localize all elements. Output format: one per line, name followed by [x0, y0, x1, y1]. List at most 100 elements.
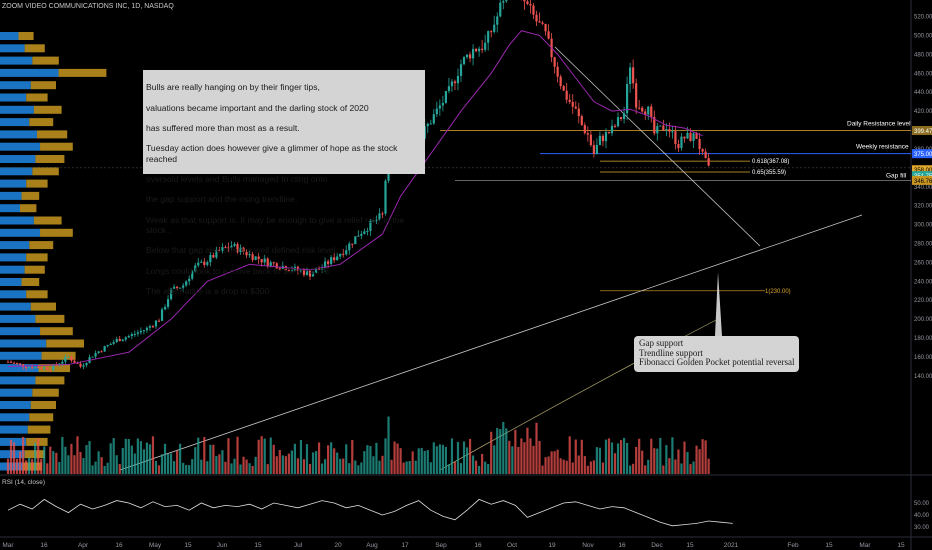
volume-bar [662, 465, 665, 474]
time-tick-label: 16 [474, 542, 482, 549]
volume-bar [233, 458, 236, 474]
price-tag-weekly-resistance: 375.00 [914, 152, 932, 158]
volume-profile-bar [40, 327, 73, 336]
candle-body [435, 108, 438, 115]
candle-body [151, 326, 155, 328]
time-tick-label: Sep [435, 542, 447, 549]
candle-body [689, 132, 692, 141]
candle-body [447, 86, 451, 92]
volume-bar [251, 465, 254, 474]
candle-body [535, 14, 538, 22]
volume-bar [450, 438, 454, 474]
volume-profile-bar [0, 44, 25, 53]
candle-body [363, 231, 366, 234]
candle-body [577, 108, 580, 117]
volume-bar [25, 460, 28, 474]
candle-body [505, 0, 508, 2]
candle-body [384, 180, 387, 214]
volume-bar [64, 446, 67, 474]
candle-body [28, 367, 31, 369]
candle-body [680, 136, 683, 149]
volume-profile-bar [0, 302, 31, 311]
volume-bar [15, 458, 19, 474]
volume-bar [589, 461, 592, 474]
volume-bar [453, 461, 457, 474]
candle-body [559, 76, 562, 87]
volume-bar [6, 458, 10, 474]
time-tick-label: 15 [825, 542, 833, 549]
volume-bar [28, 457, 31, 474]
time-tick-label: 20 [334, 542, 342, 549]
volume-bar [613, 453, 617, 474]
volume-bar [686, 452, 689, 474]
price-tick-label: 260.00 [914, 260, 932, 266]
fib-curve [439, 317, 721, 471]
candle-body [629, 67, 632, 84]
volume-bar [698, 449, 701, 474]
volume-bar [37, 438, 40, 474]
candle-body [339, 253, 342, 257]
candle-body [302, 270, 306, 275]
candle-body [638, 107, 641, 109]
candle-body [336, 256, 339, 261]
time-tick-label: 19 [548, 542, 556, 549]
volume-bar [266, 464, 269, 474]
candle-body [487, 31, 490, 43]
time-tick-label: 16 [40, 542, 48, 549]
time-tick-label: 15 [897, 542, 905, 549]
candle-body [562, 86, 565, 91]
volume-bar [369, 446, 372, 474]
volume-bar [260, 436, 263, 474]
candle-body [484, 42, 487, 50]
volume-bar [568, 436, 571, 474]
candle-body [635, 83, 638, 108]
candle-body [76, 362, 79, 364]
candle-body [330, 257, 333, 264]
candle-body [40, 368, 43, 370]
volume-profile-bar [32, 388, 59, 397]
candle-body [145, 327, 149, 331]
rsi-tick-label: 50.00 [914, 501, 930, 507]
volume-bar [224, 461, 227, 474]
volume-bar [514, 429, 517, 474]
volume-profile-bar [0, 155, 36, 163]
rsi-tick-label: 40.00 [914, 513, 930, 519]
volume-profile-bar [0, 118, 30, 127]
volume-bar [481, 453, 484, 474]
time-tick-label: 16 [618, 542, 626, 549]
candle-body [236, 243, 239, 253]
price-tag-gap-bg [912, 175, 932, 185]
candle-body [632, 67, 635, 84]
price-tick-label: 280.00 [914, 242, 932, 248]
candle-body [64, 356, 67, 362]
candle-body [372, 220, 375, 222]
volume-profile-bar [35, 314, 65, 323]
candle-body [200, 261, 203, 263]
volume-bar [263, 438, 266, 474]
volume-profile-bar [0, 93, 27, 102]
volume-bar [598, 447, 602, 474]
volume-bar [420, 447, 423, 474]
candle-body [324, 261, 327, 268]
volume-profile-bar [29, 118, 54, 127]
volume-bar [387, 416, 390, 474]
volume-bar [647, 459, 650, 474]
volume-bar [52, 451, 55, 474]
price-tag-daily-resistance-bg [912, 126, 932, 136]
time-tick-label: Jul [294, 542, 303, 549]
candle-body [327, 261, 330, 264]
time-tick-label: Feb [787, 542, 799, 549]
volume-bar [185, 465, 188, 474]
chart-title: ZOOM VIDEO COMMUNICATIONS INC, 1D, NASDA… [2, 3, 174, 10]
volume-bar [148, 444, 152, 474]
candle-body [179, 287, 182, 289]
volume-bar [677, 449, 680, 474]
candle-body [245, 251, 248, 256]
volume-bar [194, 447, 197, 474]
candle-body [121, 339, 124, 342]
candle-body [357, 235, 360, 237]
volume-bar [396, 443, 399, 474]
volume-bar [665, 445, 668, 474]
candle-body [157, 320, 161, 322]
